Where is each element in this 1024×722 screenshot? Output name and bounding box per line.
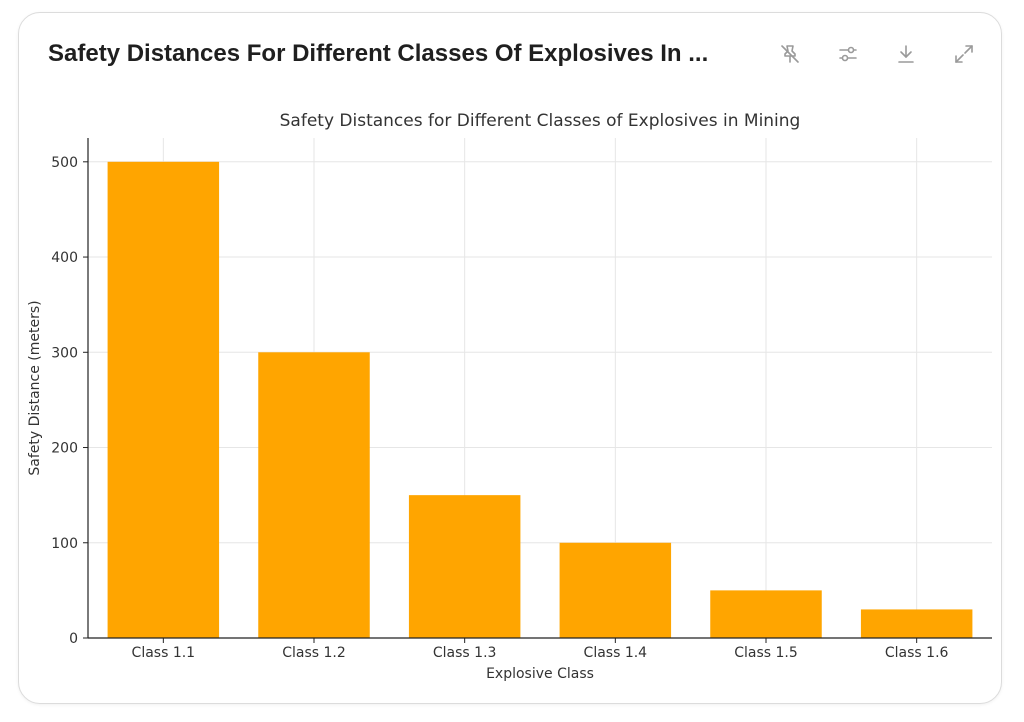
sliders-icon bbox=[839, 46, 857, 62]
chart-title: Safety Distances for Different Classes o… bbox=[280, 111, 801, 131]
bar-chart: 0 100 200 300 400 500 Class 1.1 Class 1.2 Class … bbox=[27, 111, 992, 682]
download-icon bbox=[898, 45, 914, 63]
bar bbox=[107, 161, 220, 639]
y-tick-label: 300 bbox=[51, 345, 78, 361]
bar bbox=[860, 609, 973, 638]
x-tick-label: Class 1.2 bbox=[282, 645, 346, 661]
y-tick-label: 100 bbox=[51, 536, 78, 552]
x-tick-label: Class 1.1 bbox=[132, 645, 196, 661]
bar bbox=[559, 542, 672, 638]
bar bbox=[710, 590, 822, 638]
settings-button[interactable] bbox=[834, 40, 862, 68]
x-tick-label: Class 1.5 bbox=[734, 645, 798, 661]
expand-icon bbox=[955, 45, 973, 63]
pin-off-button[interactable] bbox=[776, 40, 804, 68]
y-tick-label: 500 bbox=[51, 155, 78, 171]
y-tick-label: 200 bbox=[51, 441, 78, 457]
x-tick-label: Class 1.6 bbox=[885, 645, 949, 661]
card-title: Safety Distances For Different Classes O… bbox=[48, 40, 709, 67]
bar bbox=[408, 495, 521, 638]
y-tick-label: 0 bbox=[69, 631, 78, 647]
download-button[interactable] bbox=[892, 40, 920, 68]
bar bbox=[258, 352, 370, 638]
x-tick-label: Class 1.3 bbox=[433, 645, 497, 661]
x-axis-label: Explosive Class bbox=[486, 666, 594, 682]
chart-toolbar bbox=[776, 40, 978, 68]
pin-off-icon bbox=[781, 45, 799, 63]
y-tick-label: 400 bbox=[51, 250, 78, 266]
y-axis-label: Safety Distance (meters) bbox=[27, 300, 43, 475]
x-tick-label: Class 1.4 bbox=[584, 645, 648, 661]
expand-button[interactable] bbox=[950, 40, 978, 68]
